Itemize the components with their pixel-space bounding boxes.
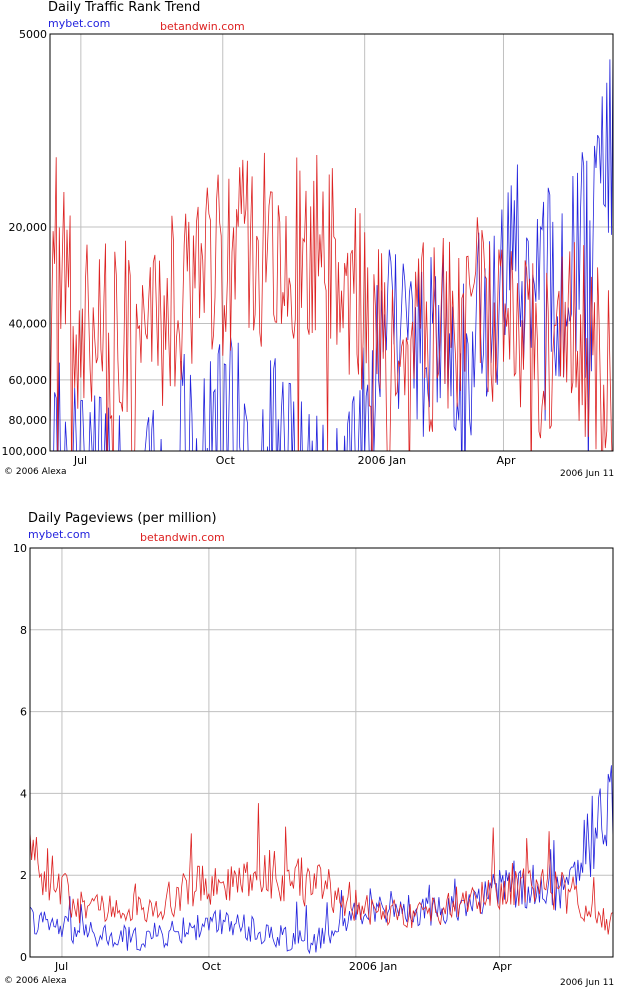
y-tick-label: 80,000 <box>9 414 48 427</box>
copyright-text: © 2006 Alexa <box>4 976 67 986</box>
plot-frame <box>49 33 614 452</box>
chart-title: Daily Pageviews (per million) <box>28 511 217 526</box>
y-tick-label: 20,000 <box>9 221 48 234</box>
x-tick-label: Jul <box>54 960 68 973</box>
y-tick-label: 6 <box>20 706 27 719</box>
pageviews-plot: 0 2 4 6 8 10 Jul Oct 2006 Jan Apr <box>13 542 614 973</box>
legend-series-1: mybet.com <box>48 17 111 30</box>
copyright-text: © 2006 Alexa <box>4 467 67 477</box>
x-tick-label: Oct <box>216 454 236 467</box>
series-line-2 <box>30 803 613 935</box>
x-tick-label: Jul <box>73 454 87 467</box>
y-tick-label: 0 <box>20 951 27 964</box>
x-tick-label: 2006 Jan <box>358 454 406 467</box>
x-tick-label: Apr <box>496 454 516 467</box>
y-tick-label: 8 <box>20 624 27 637</box>
y-tick-label: 100,000 <box>2 445 48 458</box>
x-tick-label: Apr <box>493 960 513 973</box>
y-tick-label: 10 <box>13 542 27 555</box>
legend-series-2: betandwin.com <box>140 531 225 544</box>
plot-frame <box>29 547 614 958</box>
date-stamp: 2006 Jun 11 <box>560 469 615 479</box>
y-tick-label: 5000 <box>19 28 47 41</box>
y-tick-label: 2 <box>20 869 27 882</box>
date-stamp: 2006 Jun 11 <box>560 978 615 988</box>
series-line-2 <box>50 152 613 451</box>
legend-series-1: mybet.com <box>28 528 91 541</box>
pageviews-chart: Daily Pageviews (per million) mybet.com … <box>0 505 640 990</box>
x-tick-label: Oct <box>202 960 222 973</box>
traffic-rank-chart: Daily Traffic Rank Trend mybet.com betan… <box>0 0 640 490</box>
chart-title: Daily Traffic Rank Trend <box>48 0 201 15</box>
series-line-1 <box>30 765 613 955</box>
series-line-1 <box>53 45 613 451</box>
traffic-rank-plot: 5000 20,000 40,000 60,000 80,000 100,000 Jul Oc… <box>2 28 614 467</box>
y-tick-label: 4 <box>20 787 27 800</box>
y-tick-label: 60,000 <box>9 374 48 387</box>
legend-series-2: betandwin.com <box>160 20 245 33</box>
y-tick-label: 40,000 <box>9 317 48 330</box>
x-tick-label: 2006 Jan <box>349 960 397 973</box>
